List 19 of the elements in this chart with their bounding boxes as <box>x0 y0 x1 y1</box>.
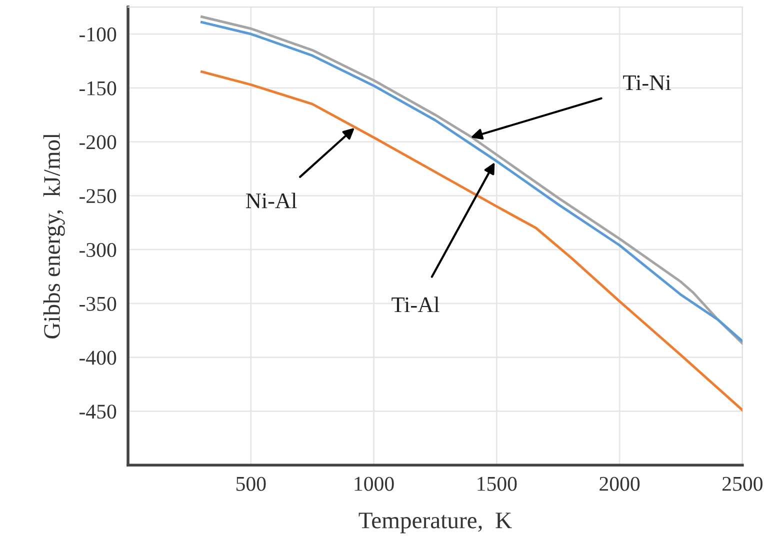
y-tick-label: -300 <box>80 242 116 257</box>
y-tick-label: -400 <box>80 350 116 365</box>
y-tick-label: -100 <box>80 27 116 42</box>
x-axis-title: Temperature, K <box>358 512 512 534</box>
x-tick-label: 2500 <box>722 476 762 491</box>
annotation: Ti-Al <box>392 296 440 312</box>
y-tick-label: -200 <box>80 135 116 150</box>
y-axis-title: Gibbs energy, kJ/mol <box>43 133 65 338</box>
line-series <box>200 70 742 412</box>
x-tick-label: 1000 <box>354 476 394 491</box>
y-tick-label: -150 <box>80 81 116 96</box>
annotation: Ni-Al <box>246 192 297 208</box>
annotation: Ti-Ni <box>623 75 671 90</box>
y-tick-label: -450 <box>80 404 116 419</box>
x-tick-label: 500 <box>236 476 266 491</box>
x-tick-label: 1500 <box>478 476 517 491</box>
x-tick-label: 2000 <box>600 476 640 491</box>
y-tick-label: -350 <box>80 296 116 311</box>
y-tick-label: -250 <box>80 189 116 204</box>
